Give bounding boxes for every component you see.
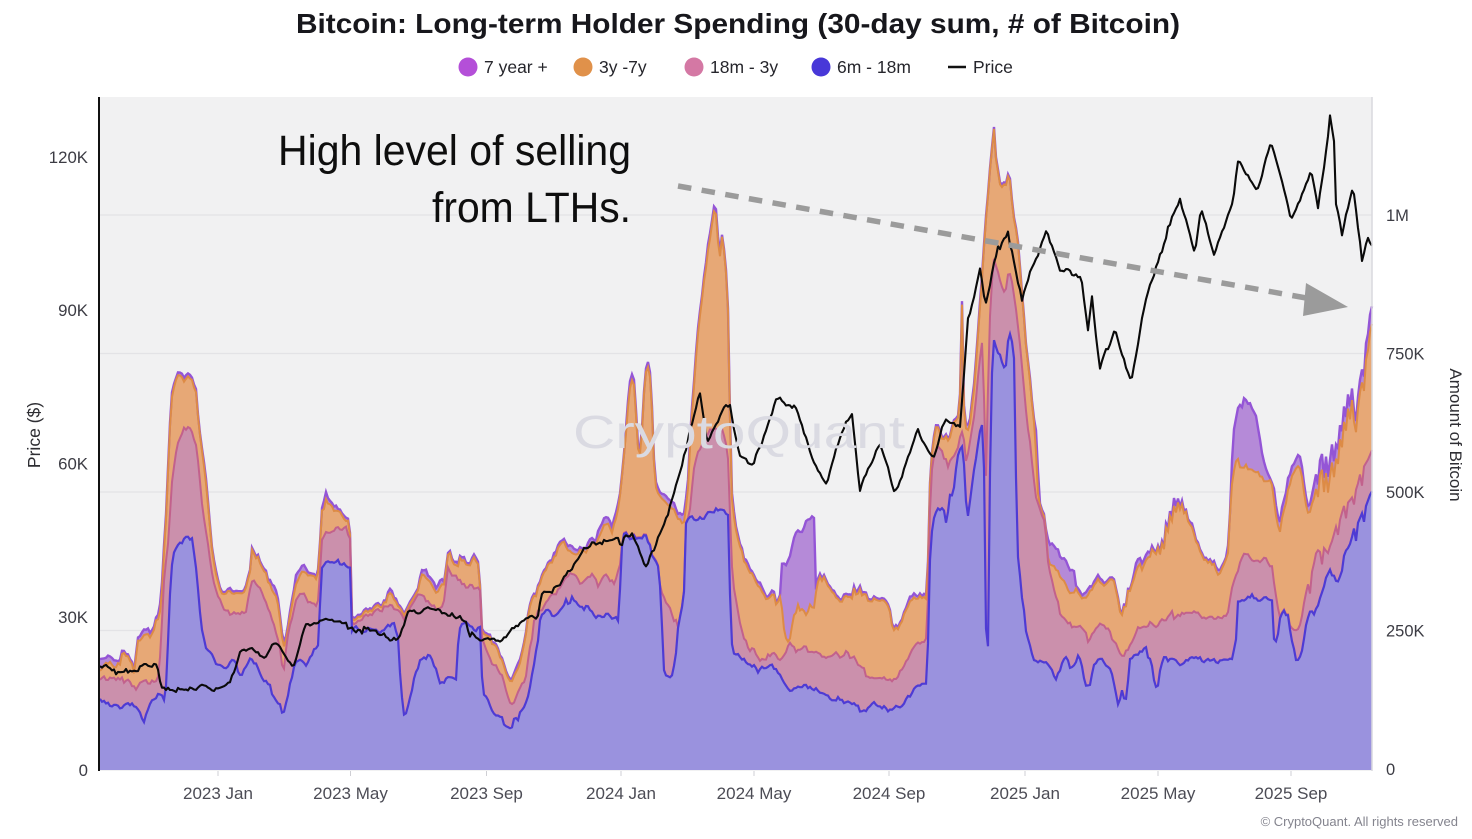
svg-text:60K: 60K: [58, 455, 88, 474]
svg-text:2023 Sep: 2023 Sep: [450, 784, 523, 803]
svg-text:120K: 120K: [49, 148, 88, 167]
svg-text:2025 May: 2025 May: [1121, 784, 1196, 803]
svg-text:0: 0: [1386, 761, 1395, 779]
svg-text:500K: 500K: [1386, 484, 1425, 502]
svg-text:Price ($): Price ($): [24, 402, 44, 468]
svg-text:from LTHs.: from LTHs.: [432, 184, 631, 232]
svg-text:1M: 1M: [1386, 207, 1409, 225]
svg-text:Bitcoin: Long-term Holder Spen: Bitcoin: Long-term Holder Spending (30-d…: [296, 8, 1180, 39]
svg-text:2024 May: 2024 May: [717, 784, 792, 803]
svg-text:Amount of Bitcoin: Amount of Bitcoin: [1446, 368, 1465, 501]
svg-text:3y -7y: 3y -7y: [599, 57, 647, 77]
svg-text:6m - 18m: 6m - 18m: [837, 57, 911, 77]
svg-text:Price: Price: [973, 57, 1013, 77]
svg-text:90K: 90K: [58, 301, 88, 320]
svg-text:2024 Sep: 2024 Sep: [853, 784, 926, 803]
svg-text:CryptoQuant: CryptoQuant: [573, 406, 905, 458]
svg-text:0: 0: [79, 761, 88, 780]
svg-text:2023 Jan: 2023 Jan: [183, 784, 253, 803]
svg-text:High level of selling: High level of selling: [278, 127, 631, 175]
svg-text:2025 Sep: 2025 Sep: [1255, 784, 1328, 803]
svg-text:250K: 250K: [1386, 623, 1425, 641]
svg-text:7 year +: 7 year +: [484, 57, 548, 77]
svg-text:18m - 3y: 18m - 3y: [710, 57, 778, 77]
svg-text:2025 Jan: 2025 Jan: [990, 784, 1060, 803]
svg-text:750K: 750K: [1386, 346, 1425, 364]
svg-text:2024 Jan: 2024 Jan: [586, 784, 656, 803]
svg-text:30K: 30K: [58, 608, 88, 627]
svg-text:2023 May: 2023 May: [313, 784, 388, 803]
svg-text:© CryptoQuant. All rights rese: © CryptoQuant. All rights reserved: [1261, 814, 1458, 829]
